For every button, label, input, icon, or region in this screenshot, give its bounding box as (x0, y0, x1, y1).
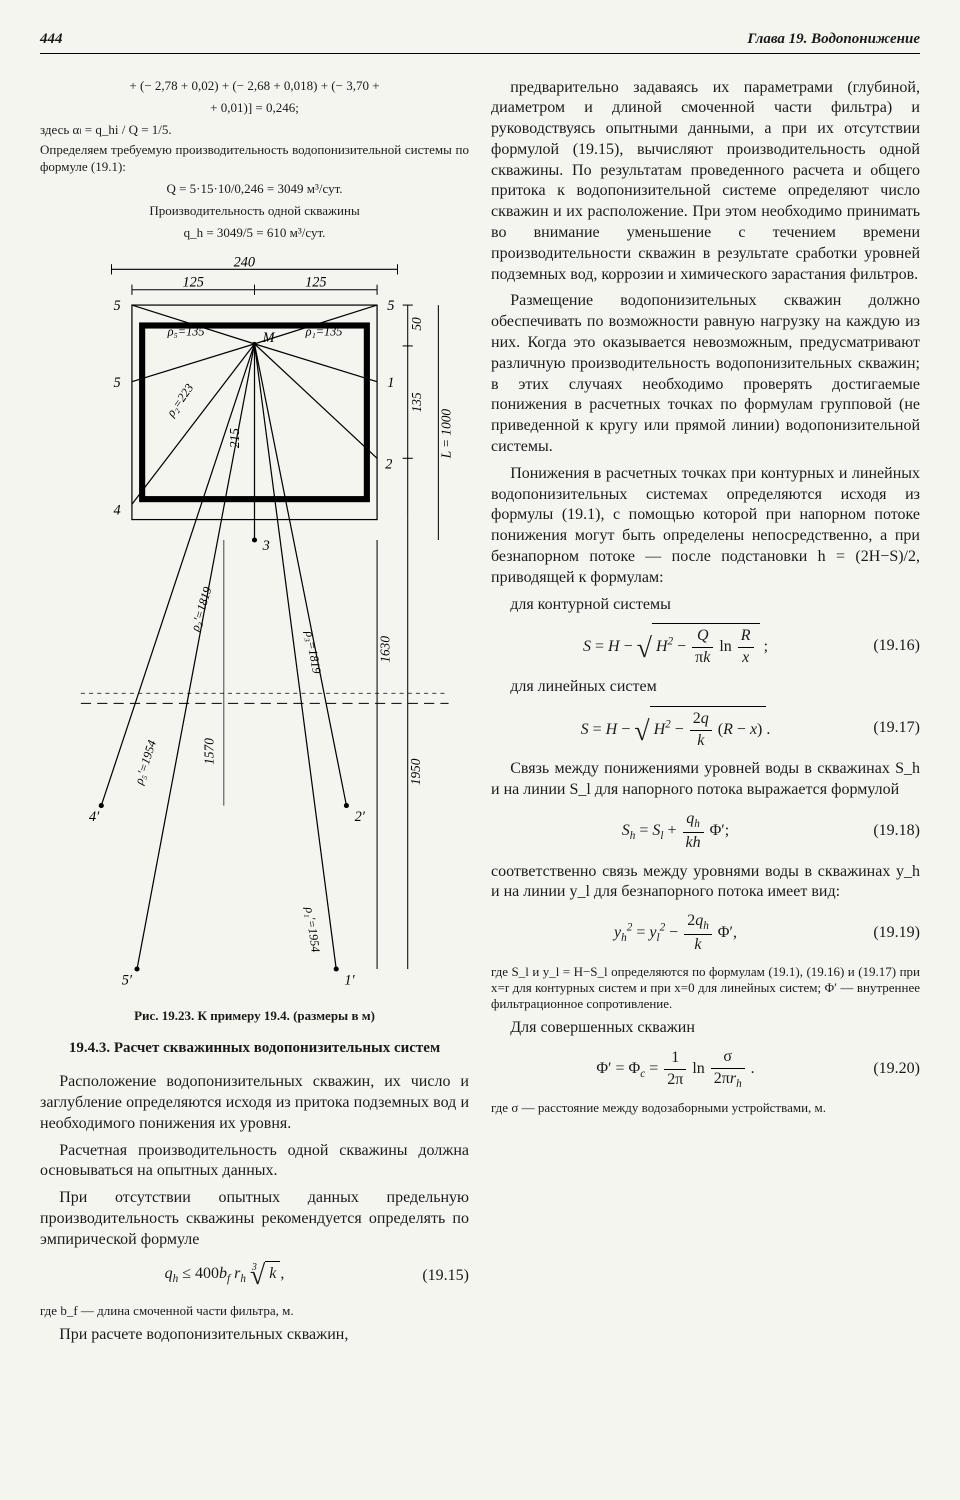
dim-1950: 1950 (408, 758, 423, 785)
para-r6: Для совершенных скважин (491, 1018, 920, 1039)
pt-4p: 4′ (89, 808, 100, 824)
equation-19-18: Sh = Sl + qhkh Φ′; (19.18) (491, 809, 920, 854)
pt-3: 3 (262, 538, 270, 554)
dim-50: 50 (409, 316, 424, 330)
dim-1570: 1570 (202, 737, 217, 764)
para-r4: Связь между понижениями уровней воды в с… (491, 759, 920, 801)
equation-19-19: yh2 = yl2 − 2qhk Φ′, (19.19) (491, 911, 920, 956)
para-q-intro: Определяем требуемую производительность … (40, 142, 469, 175)
equation-19-16: S = H − √ H2 − Qπk ln Rx ; (19.16) (491, 623, 920, 669)
pt-5-left: 5 (114, 374, 121, 390)
rho5p: ρ₅'=1954 (131, 738, 159, 787)
label-contour: для контурной системы (491, 595, 920, 616)
rho1: ρ₁=135 (305, 324, 343, 338)
pt-5p: 5′ (122, 972, 133, 988)
pt-5-top: 5 (114, 298, 121, 314)
label-linear: для линейных систем (491, 677, 920, 698)
pt-1-right: 1 (387, 374, 394, 390)
note-alpha: здесь αₗ = q_hi / Q = 1/5. (40, 122, 469, 138)
para-r5: соответственно связь между уровнями воды… (491, 862, 920, 904)
equation-19-15: qh ≤ 400bf rh 3√k, (19.15) (40, 1258, 469, 1294)
dim-125a: 125 (183, 274, 204, 290)
figure-19-23: 240 125 125 M (40, 254, 469, 996)
dim-215: 215 (227, 427, 242, 447)
para-r1: предварительно задаваясь их параметрами … (491, 78, 920, 286)
para-calc-prod: Расчетная производительность одной скваж… (40, 1141, 469, 1183)
pt-2: 2 (385, 456, 392, 472)
para-calc-wells: При расчете водопонизительных скважин, (40, 1325, 469, 1346)
page-number: 444 (40, 30, 63, 50)
pt-5b-top: 5 (387, 298, 394, 314)
chapter-title: Глава 19. Водопонижение (747, 30, 920, 50)
dim-135: 135 (409, 392, 424, 412)
equation-qh: q_h = 3049/5 = 610 м³/сут. (40, 225, 469, 241)
right-column: предварительно задаваясь их параметрами … (491, 72, 920, 1346)
note-r3: где S_l и y_l = H−S_l определяются по фо… (491, 964, 920, 1013)
para-layout: Расположение водопонизительных скважин, … (40, 1072, 469, 1134)
dim-125b: 125 (305, 274, 326, 290)
note-bf: где b_f — длина смоченной части фильтра,… (40, 1303, 469, 1319)
figure-caption: Рис. 19.23. К примеру 19.4. (размеры в м… (40, 1008, 469, 1025)
left-column: + (− 2,78 + 0,02) + (− 2,68 + 0,018) + (… (40, 72, 469, 1346)
rho3p: ρ₃'=1819 (188, 585, 215, 634)
equation-q: Q = 5·15·10/0,246 = 3049 м³/сут. (40, 181, 469, 197)
para-empirical: При отсутствии опытных данных предельную… (40, 1188, 469, 1250)
rho5: ρ₅=135 (167, 324, 205, 338)
pt-4: 4 (114, 502, 121, 518)
pt-2p: 2′ (355, 808, 366, 824)
equation-block-1-line-2: + 0,01)] = 0,246; (40, 100, 469, 116)
para-r2: Размещение водопонизительных скважин дол… (491, 291, 920, 457)
section-19-4-3-title: 19.4.3. Расчет скважинных водопонизитель… (40, 1039, 469, 1059)
para-qh-intro: Производительность одной скважины (40, 203, 469, 219)
dim-1630: 1630 (377, 635, 392, 662)
note-r4: где σ — расстояние между водозаборными у… (491, 1100, 920, 1116)
equation-block-1-line-1: + (− 2,78 + 0,02) + (− 2,68 + 0,018) + (… (40, 78, 469, 94)
equation-19-17: S = H − √ H2 − 2qk (R − x). (19.17) (491, 706, 920, 752)
para-r3: Понижения в расчетных точках при контурн… (491, 464, 920, 589)
rho1p: ρ₁'=1954 (302, 905, 322, 953)
equation-19-20: Φ′ = Φc = 12π ln σ2πrh . (19.20) (491, 1047, 920, 1092)
dim-l1000: L = 1000 (439, 408, 454, 459)
dim-240: 240 (234, 254, 255, 270)
rho3: ρ₃=1819 (302, 629, 323, 675)
pt-1p: 1′ (344, 972, 355, 988)
rho2: ρ₂=223 (163, 380, 196, 419)
